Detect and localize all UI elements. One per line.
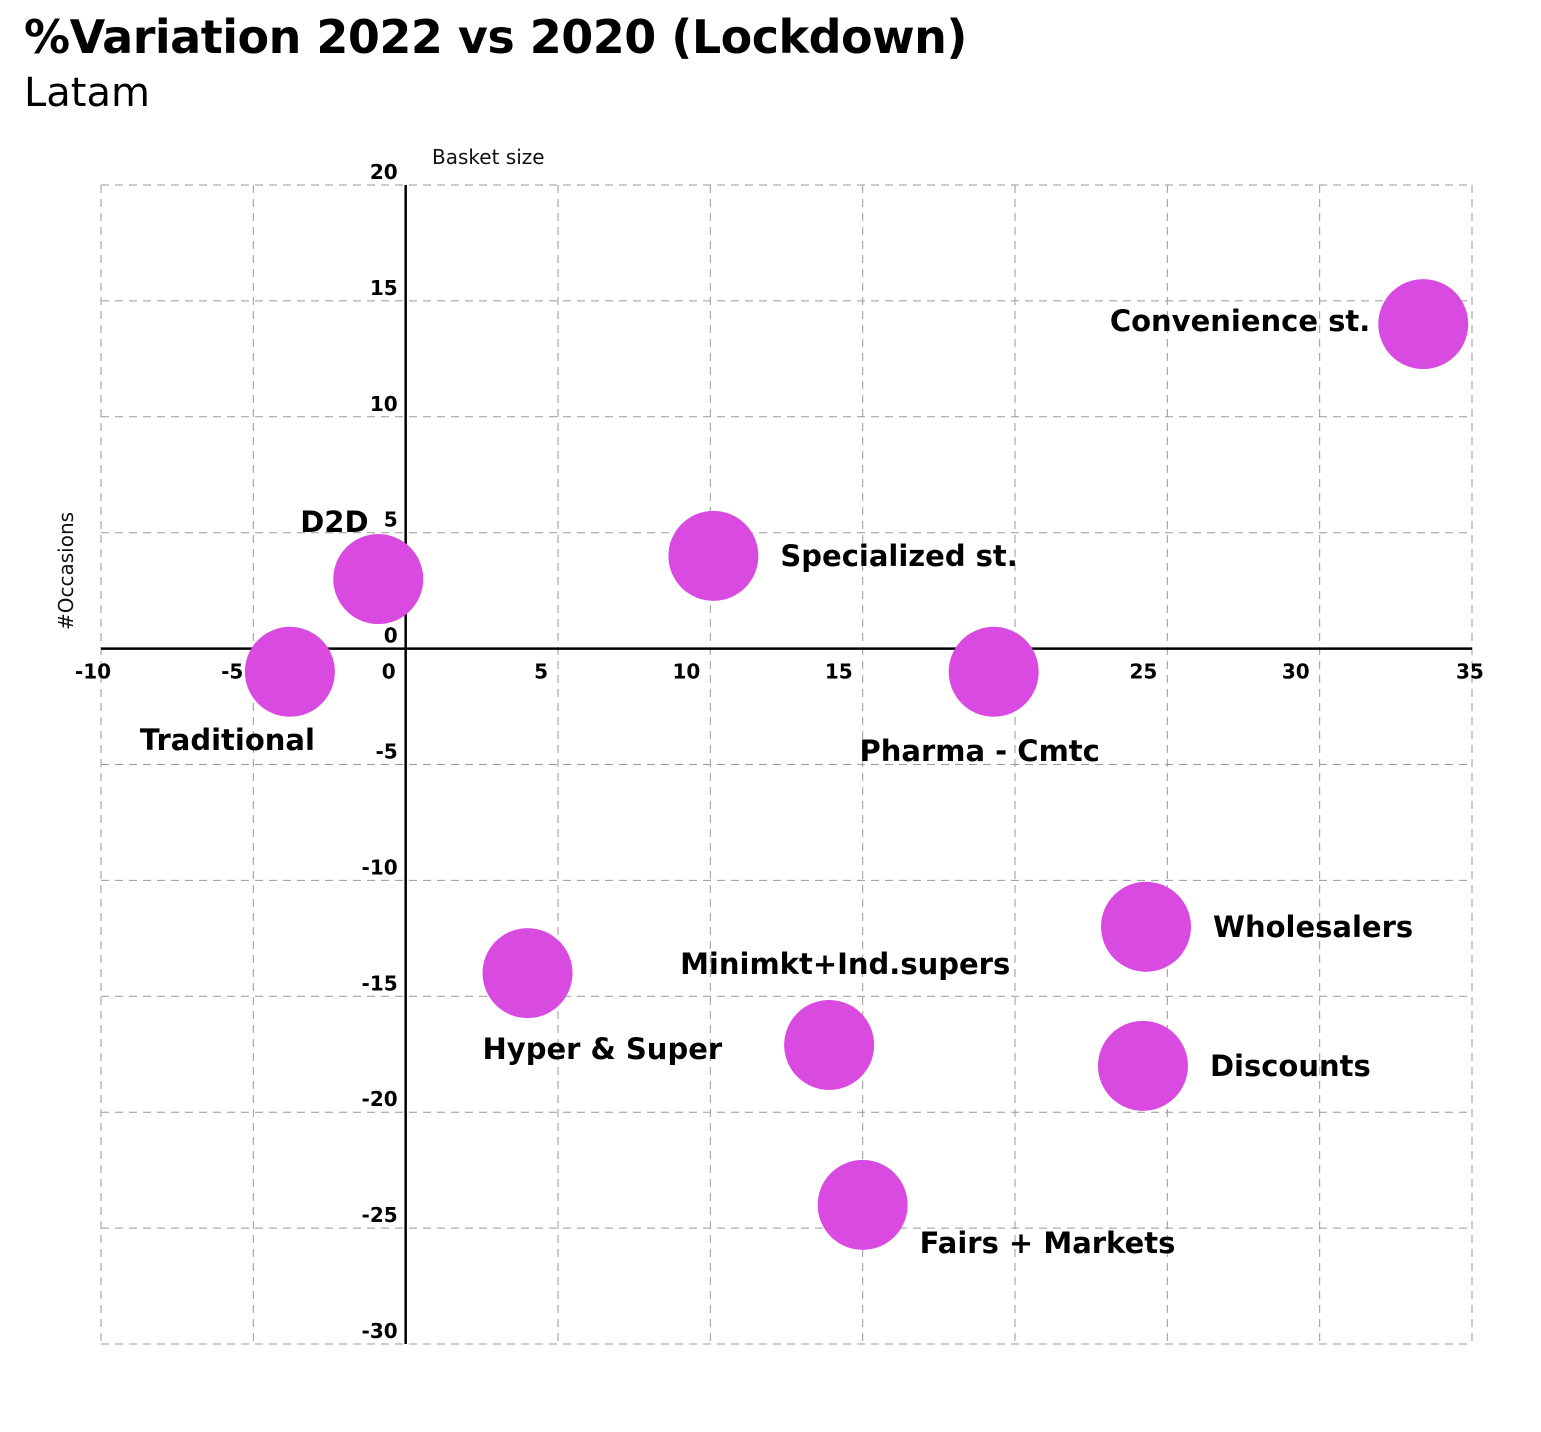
data-point [817,1159,908,1250]
data-point [1101,881,1192,972]
y-tick-label: -5 [375,740,397,764]
x-tick-label: 0 [382,660,396,684]
data-point [1378,279,1469,370]
y-tick-label: 15 [370,276,398,300]
y-tick-label: -15 [362,971,398,995]
data-point [784,999,875,1090]
data-label: D2D [300,505,368,539]
data-point [668,510,759,601]
data-label: Hyper & Super [483,1032,723,1066]
axes [101,185,1472,1344]
y-tick-label: -10 [362,855,398,879]
x-tick-label: 10 [672,660,700,684]
y-tick-label: 10 [370,392,398,416]
y-tick-label: -30 [362,1319,398,1343]
y-tick-label: 0 [384,624,398,648]
grid-lines [100,184,1473,1345]
data-label: Wholesalers [1213,910,1413,944]
x-tick-label: 5 [534,660,548,684]
data-point [482,928,573,1019]
chart-title: %Variation 2022 vs 2020 (Lockdown) [24,10,967,64]
y-tick-label: 5 [384,508,398,532]
point-labels: Convenience st. Specialized st. D2D Traditi… [140,304,1413,1260]
y-tick-label: -25 [362,1203,398,1227]
y-tick-label: -20 [362,1087,398,1111]
data-point [1097,1020,1188,1111]
y-axis-title: #Occasions [54,512,78,630]
data-point [948,626,1039,717]
data-point [244,626,335,717]
y-tick-label: 20 [370,160,398,184]
data-label: Pharma - Cmtc [860,734,1100,768]
data-label: Convenience st. [1110,304,1370,338]
data-label: Discounts [1210,1049,1371,1083]
x-tick-label: 15 [825,660,853,684]
x-tick-label: -10 [75,660,111,684]
x-axis-title: Basket size [432,145,545,169]
data-points [244,279,1469,1250]
data-label: Specialized st. [780,539,1017,573]
data-label: Fairs + Markets [920,1226,1176,1260]
data-point [333,534,424,625]
chart-subtitle: Latam [24,70,150,116]
x-tick-label: 30 [1282,660,1310,684]
data-label: Minimkt+Ind.supers [680,947,1010,981]
x-tick-label: -5 [221,660,243,684]
data-label: Traditional [140,723,315,757]
y-tick-labels: 20 15 10 5 0 -5 -10 -15 -20 -25 -30 [362,160,398,1343]
x-tick-label: 25 [1129,660,1157,684]
x-tick-label: 35 [1456,660,1484,684]
